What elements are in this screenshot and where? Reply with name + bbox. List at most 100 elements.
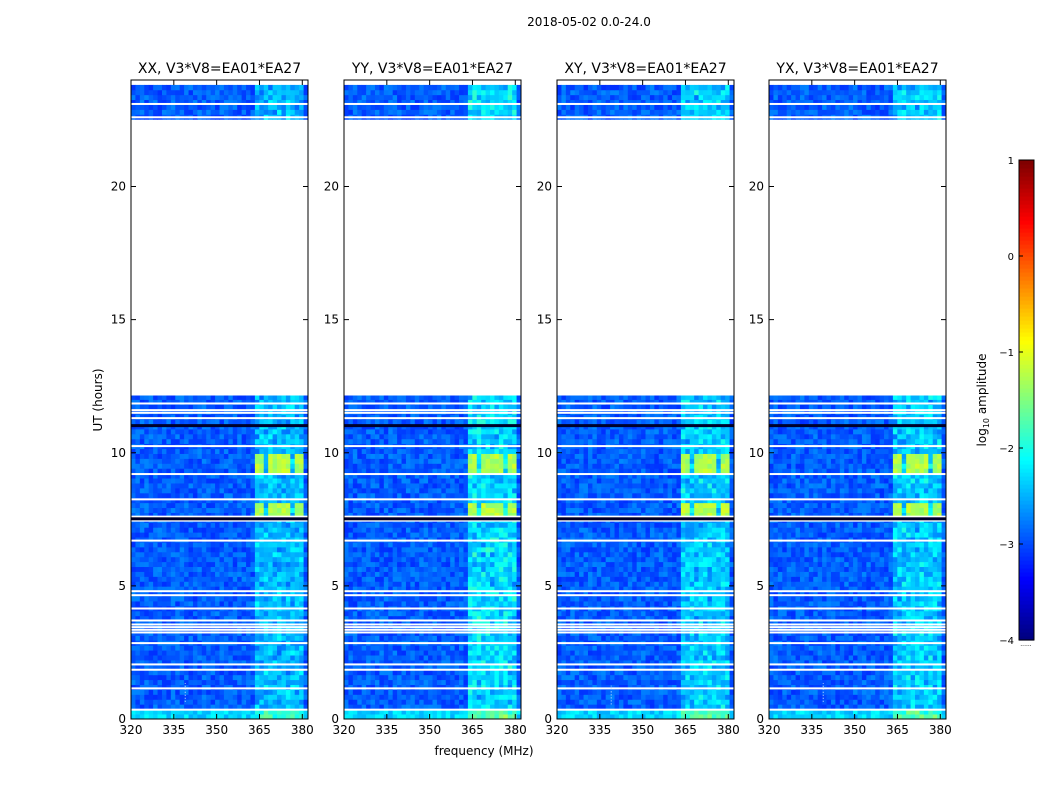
heatmap-cell bbox=[388, 709, 394, 715]
heatmap-cell bbox=[161, 660, 167, 666]
heatmap-cell bbox=[498, 571, 504, 577]
heatmap-cell bbox=[144, 625, 150, 631]
heatmap-cell bbox=[228, 650, 234, 656]
heatmap-cell bbox=[370, 527, 376, 533]
heatmap-cell bbox=[410, 650, 416, 656]
heatmap-cell bbox=[490, 576, 495, 582]
heatmap-cell bbox=[290, 650, 296, 656]
heatmap-cell bbox=[290, 478, 296, 484]
heatmap-cell bbox=[201, 453, 207, 459]
heatmap-cell bbox=[170, 433, 176, 440]
heatmap-cell bbox=[144, 433, 150, 440]
heatmap-cell bbox=[436, 684, 442, 690]
heatmap-cell bbox=[281, 601, 287, 607]
heatmap-cell bbox=[361, 566, 367, 572]
heatmap-cell bbox=[357, 522, 363, 528]
heatmap-cell bbox=[184, 463, 189, 469]
heatmap-cell bbox=[206, 601, 212, 607]
heatmap-cell bbox=[388, 615, 394, 622]
heatmap-cell bbox=[170, 571, 176, 577]
heatmap-cell bbox=[428, 664, 433, 671]
heatmap-cell bbox=[285, 620, 291, 627]
heatmap-cell bbox=[290, 586, 296, 592]
heatmap-cell bbox=[263, 109, 269, 115]
heatmap-cell bbox=[237, 704, 243, 710]
heatmap-cell bbox=[392, 487, 398, 494]
heatmap-cell bbox=[281, 109, 287, 115]
heatmap-cell bbox=[472, 492, 478, 499]
heatmap-cell bbox=[219, 561, 225, 568]
heatmap-cell bbox=[223, 468, 229, 474]
heatmap-cell bbox=[361, 473, 367, 479]
heatmap-cell bbox=[206, 674, 212, 681]
heatmap-cell bbox=[135, 468, 141, 474]
heatmap-cell bbox=[472, 561, 478, 568]
heatmap-cell bbox=[512, 615, 517, 622]
heatmap-cell bbox=[410, 586, 416, 592]
heatmap-cell bbox=[179, 433, 185, 440]
heatmap-cell bbox=[153, 694, 158, 700]
heatmap-cell bbox=[184, 556, 189, 563]
heatmap-cell bbox=[436, 709, 442, 715]
heatmap-cell bbox=[219, 542, 225, 548]
heatmap-cell bbox=[503, 546, 509, 553]
heatmap-cell bbox=[254, 669, 260, 676]
heatmap-cell bbox=[516, 655, 522, 661]
heatmap-cell bbox=[206, 399, 212, 405]
heatmap-cell bbox=[467, 674, 473, 681]
heatmap-cell bbox=[175, 404, 181, 410]
heatmap-cell bbox=[246, 689, 251, 695]
heatmap-cell bbox=[201, 395, 207, 400]
heatmap-cell bbox=[277, 615, 282, 622]
heatmap-cell bbox=[241, 463, 247, 469]
heatmap-cell bbox=[344, 714, 349, 720]
heatmap-cell bbox=[192, 581, 198, 587]
heatmap-cell bbox=[507, 561, 513, 568]
heatmap-cell bbox=[246, 542, 251, 548]
heatmap-cell bbox=[206, 704, 212, 710]
heatmap-cell bbox=[285, 473, 291, 479]
heatmap-cell bbox=[263, 660, 269, 666]
heatmap-cell bbox=[184, 542, 189, 548]
heatmap-cell bbox=[357, 679, 363, 685]
heatmap-cell bbox=[188, 591, 194, 597]
y-tick-label: 0 bbox=[118, 712, 126, 726]
heatmap-cell bbox=[294, 709, 300, 715]
heatmap-cell bbox=[206, 419, 212, 425]
heatmap-cell bbox=[131, 551, 136, 558]
heatmap-cell bbox=[383, 684, 389, 690]
heatmap-cell bbox=[153, 596, 158, 602]
flagged-row bbox=[131, 708, 308, 711]
heatmap-cell bbox=[175, 650, 181, 656]
heatmap-cell bbox=[241, 620, 247, 627]
heatmap-cell bbox=[131, 532, 136, 538]
heatmap-cell bbox=[467, 556, 473, 563]
heatmap-cell bbox=[392, 566, 398, 572]
heatmap-cell bbox=[184, 483, 189, 489]
heatmap-cell bbox=[219, 664, 225, 671]
heatmap-cell bbox=[370, 679, 376, 685]
heatmap-cell bbox=[410, 655, 416, 661]
heatmap-cell bbox=[366, 635, 371, 641]
heatmap-cell bbox=[179, 546, 185, 553]
heatmap-cell bbox=[263, 556, 269, 563]
heatmap-cell bbox=[498, 507, 504, 513]
heatmap-cell bbox=[476, 684, 482, 690]
heatmap-cell bbox=[259, 527, 265, 533]
heatmap-cell bbox=[263, 94, 269, 101]
heatmap-cell bbox=[210, 566, 216, 572]
heatmap-cell bbox=[157, 635, 163, 641]
heatmap-cell bbox=[481, 487, 486, 494]
heatmap-cell bbox=[166, 561, 172, 568]
heatmap-cell bbox=[241, 610, 247, 617]
heatmap-cell bbox=[250, 635, 256, 641]
heatmap-cell bbox=[467, 473, 473, 479]
heatmap-cell bbox=[459, 635, 464, 641]
heatmap-cell bbox=[485, 645, 491, 651]
heatmap-cell bbox=[450, 601, 456, 607]
heatmap-cell bbox=[272, 399, 278, 405]
heatmap-cell bbox=[476, 473, 482, 479]
heatmap-cell bbox=[285, 679, 291, 685]
heatmap-cell bbox=[498, 669, 504, 676]
heatmap-cell bbox=[432, 551, 438, 558]
